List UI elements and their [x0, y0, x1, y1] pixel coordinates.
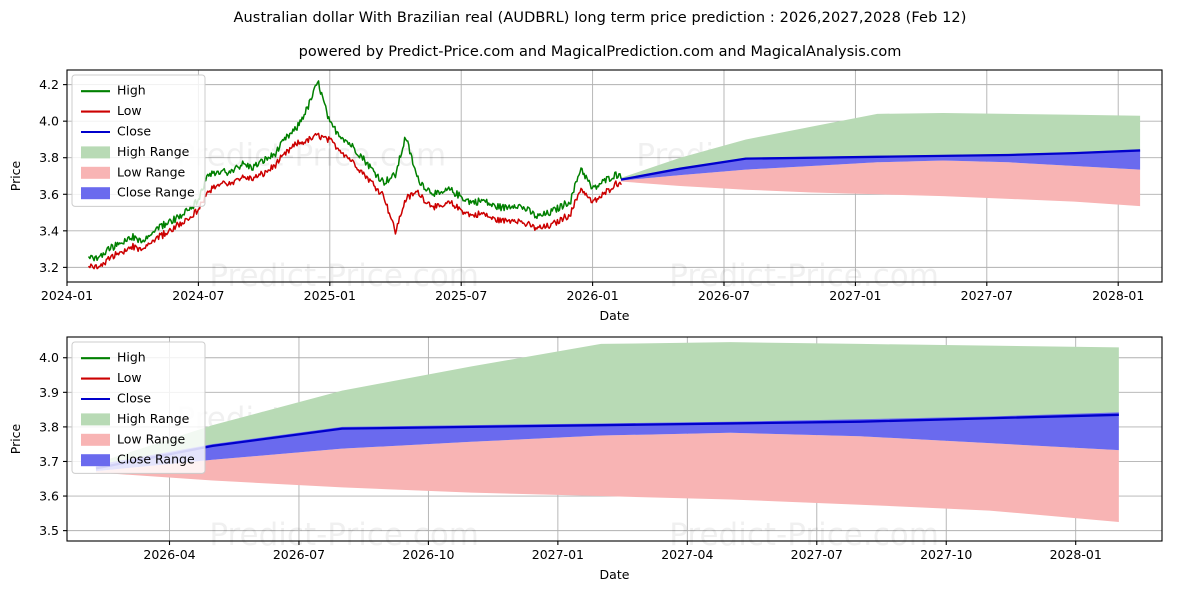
legend-item-label: Low: [117, 103, 142, 118]
plot-content: [95, 342, 1119, 522]
x-tick-label: 2026-01: [566, 288, 618, 303]
x-tick-label: 2028-01: [1092, 288, 1144, 303]
plot-content: [88, 80, 1141, 270]
x-tick-label: 2027-01: [829, 288, 881, 303]
x-tick-label: 2024-07: [172, 288, 224, 303]
legend-item-label: Close Range: [117, 452, 195, 467]
legend-item-label: Low Range: [117, 431, 186, 446]
page-title: Australian dollar With Brazilian real (A…: [233, 10, 967, 26]
low-range-band: [620, 160, 1141, 207]
chart-legend[interactable]: High Low Close High Range Low Range Close Ran…: [71, 74, 206, 207]
close-range-band: [620, 149, 1141, 181]
legend-patch-swatch: [81, 166, 110, 179]
x-tick-label: 2027-01: [532, 547, 584, 562]
legend-item-label: High Range: [117, 411, 190, 426]
x-tick-label: 2024-01: [41, 288, 93, 303]
y-tick-label: 3.5: [39, 523, 59, 538]
legend-item-label: Close Range: [117, 185, 195, 200]
y-tick-label: 3.8: [39, 150, 59, 165]
y-tick-label: 3.7: [39, 454, 59, 469]
axes-frame: [66, 336, 1163, 542]
legend-item[interactable]: High: [81, 83, 146, 98]
close-series-line: [620, 149, 1141, 181]
x-tick-label: 2026-07: [698, 288, 750, 303]
high-range-band: [95, 342, 1119, 469]
legend-patch-swatch: [81, 454, 110, 467]
high-range-band: [620, 112, 1141, 180]
legend-item[interactable]: Low Range: [81, 164, 186, 179]
x-tick-label: 2025-07: [435, 288, 487, 303]
y-tick-label: 3.2: [39, 260, 59, 275]
x-tick-label: 2027-10: [920, 547, 972, 562]
legend-item[interactable]: High Range: [81, 411, 190, 426]
y-tick-label: 3.9: [39, 385, 59, 400]
legend-patch-swatch: [81, 146, 110, 159]
close-range-band: [95, 412, 1119, 472]
legend-item-label: Close: [117, 124, 151, 139]
legend-item-label: Close: [117, 391, 151, 406]
x-tick-label: 2028-01: [1050, 547, 1102, 562]
y-tick-label: 3.6: [39, 489, 59, 504]
y-tick-label: 3.4: [39, 223, 59, 238]
legend-item[interactable]: Close Range: [81, 185, 195, 200]
legend-patch-swatch: [81, 187, 110, 200]
y-axis-label: Price: [8, 160, 23, 191]
legend-item-label: High Range: [117, 144, 190, 159]
watermark-text: Predict-Price.com: [669, 517, 939, 553]
legend-item-label: Low Range: [117, 164, 186, 179]
x-tick-label: 2026-04: [143, 547, 195, 562]
low-series-line: [88, 132, 622, 270]
legend-item[interactable]: High: [81, 350, 146, 365]
watermark-text: Predict-Price.com: [209, 258, 479, 294]
y-tick-label: 3.8: [39, 419, 59, 434]
legend-item[interactable]: Low: [81, 103, 142, 118]
y-tick-label: 4.0: [39, 350, 59, 365]
chart-subtitle: powered by Predict-Price.com and Magical…: [298, 44, 902, 60]
legend-item[interactable]: Low: [81, 370, 142, 385]
x-tick-label: 2026-07: [273, 547, 325, 562]
y-axis-label: Price: [8, 423, 23, 454]
y-tick-label: 4.2: [39, 77, 59, 92]
legend-patch-swatch: [81, 433, 110, 446]
low-range-band: [95, 432, 1119, 522]
axis-ticks: 3.5 3.6 3.7 3.8 3.9 4.0 2026-04 2026-07 2026-10 2…: [39, 350, 1102, 562]
chart-legend[interactable]: High Low Close High Range Low Range Close Ran…: [71, 341, 206, 474]
x-tick-label: 2027-07: [791, 547, 843, 562]
x-tick-label: 2025-01: [304, 288, 356, 303]
close-series-line: [95, 413, 1119, 470]
legend-item[interactable]: High Range: [81, 144, 190, 159]
legend-item-label: Low: [117, 370, 142, 385]
watermark-text: Predict-Price.com: [177, 137, 447, 173]
legend-item[interactable]: Close: [81, 124, 151, 139]
bottom-panel: Predict-Price.comPredict-Price.comPredic…: [8, 336, 1163, 582]
y-tick-label: 4.0: [39, 114, 59, 129]
top-panel: Predict-Price.com Predict-Price.com Predic…: [8, 69, 1163, 323]
axis-ticks: 3.2 3.4 3.6 3.8 4.0 4.2 2024-01 2024-07 2025-01 2…: [39, 77, 1144, 303]
x-axis-label: Date: [600, 308, 630, 323]
watermark-text: Predict-Price.com: [209, 517, 479, 553]
legend-item[interactable]: Close Range: [81, 452, 195, 467]
y-tick-label: 3.6: [39, 187, 59, 202]
watermark-text: Predict-Price.com: [669, 258, 939, 294]
legend-item[interactable]: Close: [81, 391, 151, 406]
x-tick-label: 2026-10: [402, 547, 454, 562]
axes-frame: [66, 69, 1163, 283]
x-tick-label: 2027-07: [961, 288, 1013, 303]
legend-item-label: High: [117, 83, 146, 98]
x-tick-label: 2027-04: [661, 547, 713, 562]
legend-item-label: High: [117, 350, 146, 365]
legend-item[interactable]: Low Range: [81, 431, 186, 446]
high-series-line: [88, 80, 622, 262]
x-axis-label: Date: [600, 567, 630, 582]
legend-patch-swatch: [81, 413, 110, 426]
